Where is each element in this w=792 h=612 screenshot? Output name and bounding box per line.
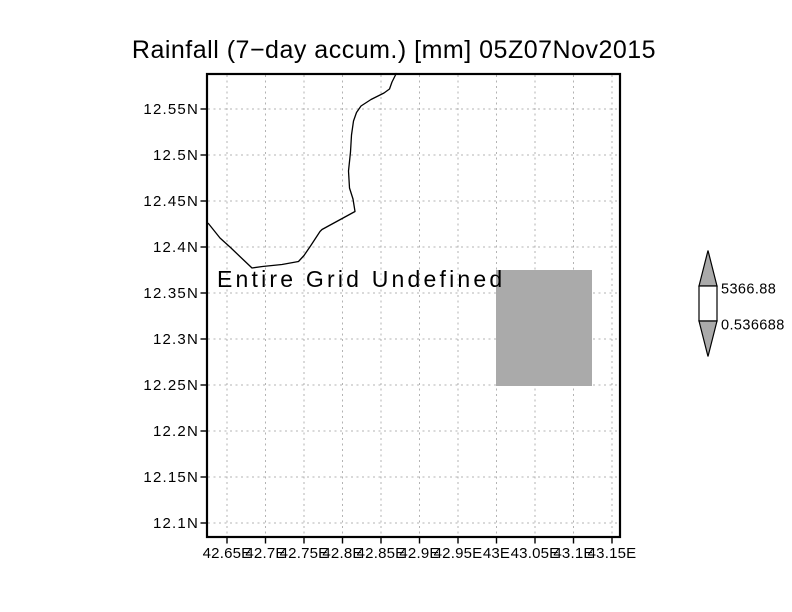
y-tick-label: 12.35N: [143, 285, 199, 302]
colorbar-max-label: 5366.88: [721, 282, 776, 298]
y-tick-label: 12.5N: [153, 147, 199, 164]
x-tick-label: 43.15E: [588, 545, 637, 562]
y-axis-labels: 12.55N 12.5N 12.45N 12.4N 12.35N 12.3N 1…: [143, 101, 199, 532]
x-axis-labels: 42.65E 42.7E 42.75E 42.8E 42.85E 42.9E 4…: [203, 545, 637, 562]
status-text-entire-grid-undefined: Entire Grid Undefined: [217, 266, 505, 292]
x-tick-label: 42.65E: [203, 545, 252, 562]
colorbar: [698, 250, 718, 357]
x-tick-label: 43E: [483, 545, 510, 562]
y-tick-label: 12.45N: [143, 193, 199, 210]
y-tick-label: 12.25N: [143, 377, 199, 394]
x-tick-label: 43.1E: [553, 545, 593, 562]
colorbar-mid-cell: [698, 285, 718, 322]
colorbar-top-arrow: [698, 250, 718, 287]
y-tick-label: 12.15N: [143, 469, 199, 486]
coastline: [207, 72, 398, 269]
undefined-region-fill: [496, 270, 592, 386]
x-tick-label: 42.75E: [280, 545, 329, 562]
x-tick-label: 42.8E: [322, 545, 362, 562]
x-tick-label: 42.95E: [434, 545, 483, 562]
x-tick-label: 42.7E: [245, 545, 285, 562]
colorbar-bottom-arrow: [698, 320, 718, 357]
y-tick-label: 12.55N: [143, 101, 199, 118]
y-tick-label: 12.2N: [153, 423, 199, 440]
plot-title: Rainfall (7−day accum.) [mm] 05Z07Nov201…: [132, 36, 656, 64]
y-tick-label: 12.1N: [153, 515, 199, 532]
x-tick-label: 42.85E: [357, 545, 406, 562]
y-tick-label: 12.3N: [153, 331, 199, 348]
y-tick-label: 12.4N: [153, 239, 199, 256]
axis-ticks: [200, 108, 613, 544]
x-tick-label: 42.9E: [399, 545, 439, 562]
colorbar-min-label: 0.536688: [721, 318, 785, 334]
x-tick-label: 43.05E: [511, 545, 560, 562]
map-frame: [205, 72, 622, 539]
